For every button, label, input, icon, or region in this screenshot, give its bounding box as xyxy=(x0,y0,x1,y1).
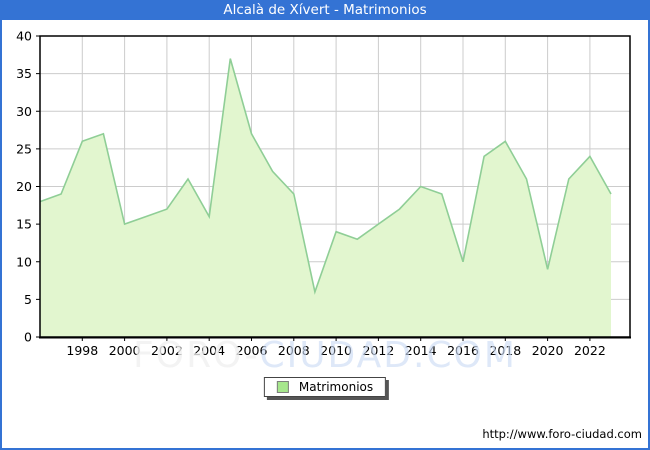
x-axis-label: 2008 xyxy=(278,343,310,358)
x-axis-label: 2020 xyxy=(532,343,564,358)
legend-swatch-icon xyxy=(276,381,289,393)
chart-title: Alcalà de Xívert - Matrimonios xyxy=(223,2,427,18)
y-axis-label: 10 xyxy=(16,254,32,269)
y-axis-label: 35 xyxy=(16,66,32,81)
x-axis-label: 1998 xyxy=(66,343,98,358)
y-axis-label: 15 xyxy=(16,217,32,232)
y-axis-label: 20 xyxy=(16,179,32,194)
x-axis-label: 2010 xyxy=(320,343,352,358)
y-axis-label: 5 xyxy=(24,292,32,307)
source-url: http://www.foro-ciudad.com xyxy=(482,427,642,441)
area-fill xyxy=(40,58,611,337)
x-axis-label: 2018 xyxy=(489,343,521,358)
y-axis-label: 30 xyxy=(16,104,32,119)
x-axis-label: 2002 xyxy=(151,343,183,358)
chart-title-bar: Alcalà de Xívert - Matrimonios xyxy=(0,0,650,20)
legend-box: Matrimonios xyxy=(263,377,387,397)
x-axis-label: 2006 xyxy=(236,343,268,358)
y-axis-label: 25 xyxy=(16,141,32,156)
y-axis-label: 0 xyxy=(24,330,32,345)
legend-label: Matrimonios xyxy=(298,380,374,394)
x-axis-label: 2012 xyxy=(362,343,394,358)
x-axis-label: 2004 xyxy=(193,343,225,358)
series-line xyxy=(39,58,612,295)
x-axis-label: 2016 xyxy=(447,343,479,358)
y-axis-label: 40 xyxy=(16,29,32,44)
x-axis-label: 2022 xyxy=(574,343,606,358)
x-axis-label: 2014 xyxy=(405,343,437,358)
x-axis-label: 2000 xyxy=(109,343,141,358)
